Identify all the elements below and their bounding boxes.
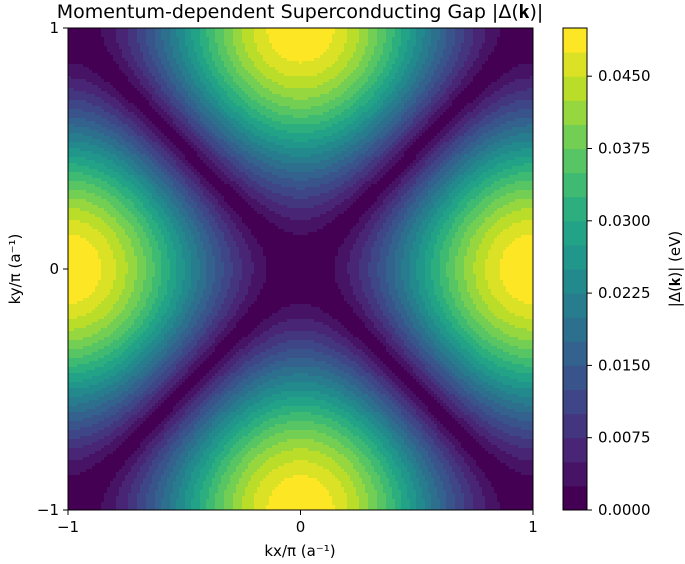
heatmap-cells [68, 28, 534, 512]
chart-title: Momentum-dependent Superconducting Gap |… [57, 1, 544, 23]
plot-area [68, 28, 534, 512]
